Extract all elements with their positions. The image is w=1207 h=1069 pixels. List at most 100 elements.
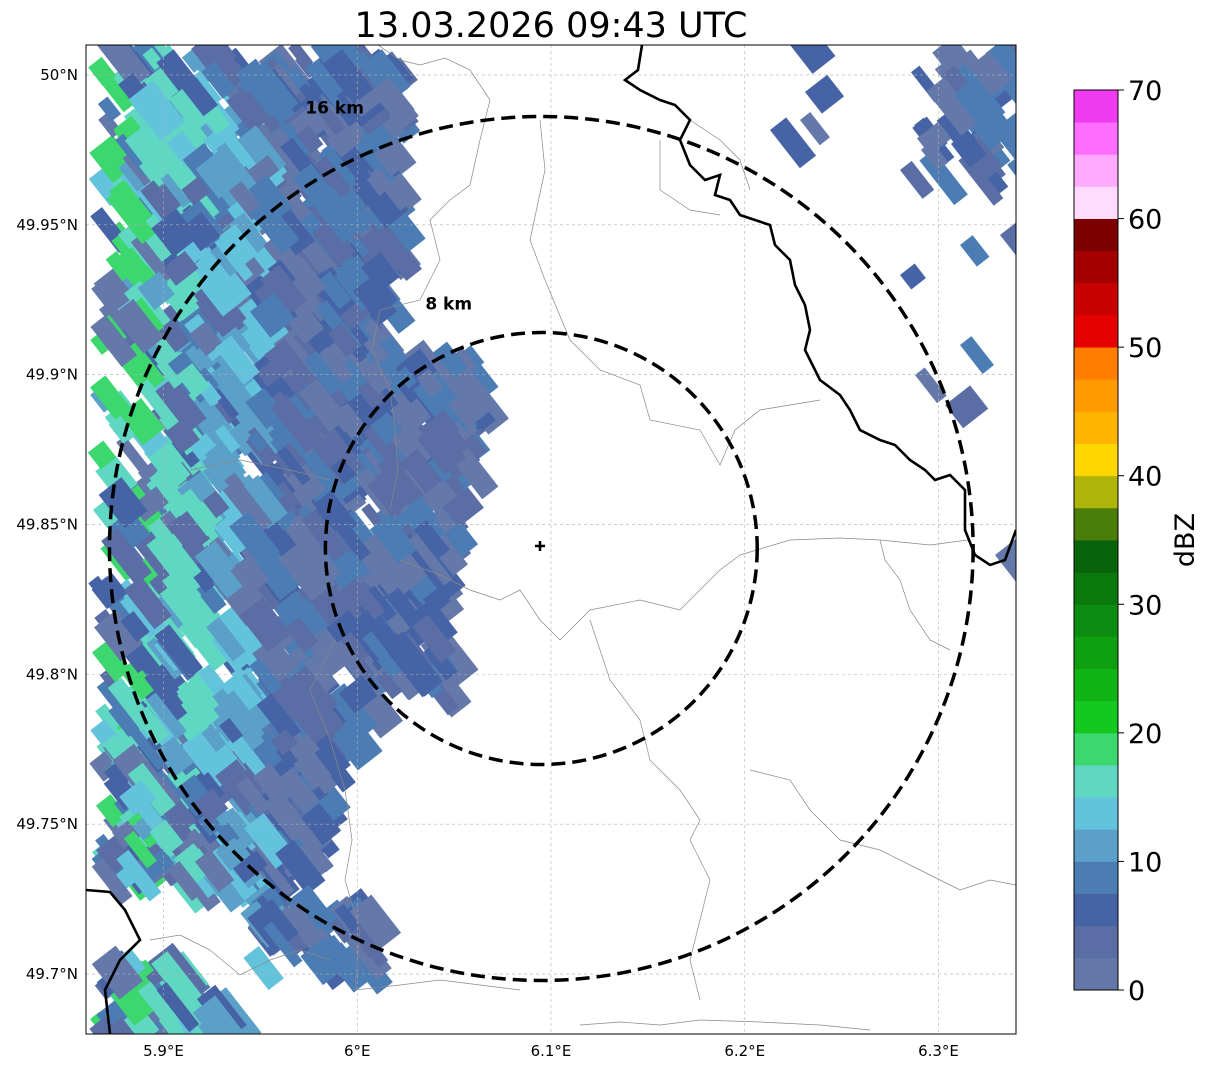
echo-cell (229, 511, 280, 567)
echo-cell (800, 112, 830, 146)
echo-cell (349, 922, 389, 968)
echo-cell (218, 223, 259, 267)
colorbar-swatch (1074, 282, 1118, 316)
echo-cell (230, 555, 270, 596)
echo-cell (298, 378, 348, 433)
colorbar-swatch (1074, 250, 1118, 284)
echo-cell (217, 690, 260, 736)
colorbar-swatch (1074, 379, 1118, 412)
echo-cell (311, 219, 356, 267)
echo-cell (899, 263, 926, 290)
country-border-southwest (86, 888, 142, 1034)
echo-cell (451, 447, 499, 500)
colorbar-frame (1073, 89, 1119, 991)
echo-cell (88, 575, 114, 604)
echo-cell (254, 471, 285, 505)
colorbar-tick-label: 50 (1128, 333, 1162, 364)
colorbar-swatch (1074, 122, 1118, 155)
echo-cell (210, 606, 264, 663)
echo-cell (968, 50, 1013, 97)
range-ring-16km (107, 114, 975, 983)
echo-cell (369, 513, 418, 566)
echo-cell (1010, 66, 1016, 121)
lat-tick-label: 49.75°N (16, 815, 78, 833)
echo-cell (237, 81, 282, 133)
echo-cell (192, 995, 245, 1034)
echo-cell (137, 271, 177, 311)
echo-cell (194, 540, 248, 599)
echo-cell (181, 176, 211, 206)
colorbar-tick-label: 20 (1128, 719, 1162, 750)
echo-cell (249, 198, 300, 254)
echo-cell (146, 692, 187, 739)
colorbar-tick-label: 40 (1128, 462, 1162, 493)
colorbar-swatches (1074, 90, 1118, 991)
colorbar-swatch (1074, 218, 1118, 252)
echo-cell (90, 314, 138, 368)
echo-cell (256, 353, 292, 387)
echo-cell (448, 385, 492, 429)
echo-cell (301, 508, 349, 562)
echo-cell (326, 610, 361, 643)
echo-cell (270, 728, 298, 756)
echo-cell (452, 347, 478, 375)
colorbar-swatch (1074, 411, 1118, 444)
echo-cell (91, 639, 132, 682)
echo-cell (179, 488, 216, 529)
echo-cell (275, 839, 326, 895)
colorbar-swatch (1074, 90, 1118, 123)
echo-cell (293, 749, 333, 790)
echo-cell (149, 460, 187, 497)
echo-cell (277, 446, 311, 486)
lat-tick-label: 49.8°N (26, 665, 78, 683)
echo-cell (271, 116, 318, 164)
echo-cell (89, 1016, 129, 1034)
commune-border (189, 459, 331, 481)
echo-cell (290, 821, 334, 873)
colorbar-tick-label: 70 (1128, 76, 1162, 107)
echo-cell (217, 373, 260, 419)
echo-cell (919, 149, 968, 206)
echo-cell (375, 670, 403, 700)
echo-cell (155, 736, 195, 777)
echo-cell (156, 49, 202, 100)
echo-cell (362, 631, 401, 677)
echo-cell (216, 142, 261, 195)
echo-cell (92, 501, 119, 529)
range-ring-8km (323, 330, 759, 767)
echo-cell (168, 88, 208, 133)
echo-cell (221, 272, 252, 305)
echo-cell (284, 616, 319, 653)
echo-cell (188, 321, 223, 357)
echo-cell (116, 435, 148, 473)
echo-cell (987, 109, 1016, 160)
echo-cell (299, 237, 333, 274)
echo-cell (113, 298, 164, 354)
echo-cell (108, 696, 148, 738)
echo-cell (413, 520, 450, 560)
echo-cell (214, 424, 241, 454)
echo-cell (212, 484, 253, 526)
echo-cell (91, 857, 133, 905)
echo-cell (237, 474, 288, 529)
echo-cell (159, 575, 217, 636)
echo-cell (140, 180, 177, 221)
echo-cell (119, 779, 156, 816)
lon-tick-label: 5.9°E (143, 1042, 184, 1060)
echo-cell (260, 264, 308, 316)
echo-cell (303, 654, 338, 693)
echo-cell (181, 212, 221, 252)
commune-border (149, 934, 331, 976)
colorbar: 0 10 20 30 40 50 60 70 dBZ (1073, 76, 1201, 1007)
echo-cell (318, 45, 374, 105)
lat-tick-label: 49.9°N (26, 366, 78, 384)
echo-cell (1015, 137, 1016, 181)
colorbar-label: dBZ (1170, 513, 1201, 567)
echo-cell (957, 138, 987, 168)
echo-cell (116, 849, 162, 902)
echo-cell (220, 671, 262, 715)
echo-cell (387, 637, 443, 698)
echo-cell (392, 398, 432, 437)
map-title: 13.03.2026 09:43 UTC (354, 6, 748, 46)
colorbar-swatch (1074, 861, 1118, 894)
